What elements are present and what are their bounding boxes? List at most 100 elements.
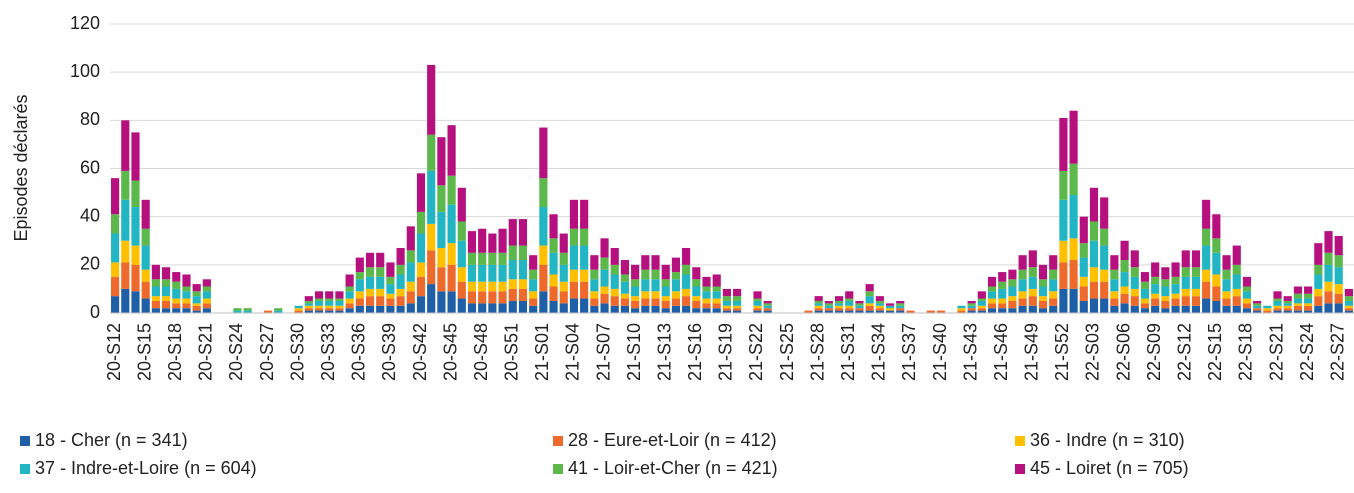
bar-segment (569, 269, 579, 282)
bar-segment (855, 310, 864, 313)
bar-segment (355, 298, 364, 306)
bar-segment (549, 214, 558, 239)
x-tick-label: 20-S33 (318, 323, 338, 381)
bar-segment (865, 305, 874, 311)
legend-swatch (1015, 464, 1025, 474)
bar-segment (1079, 276, 1088, 287)
bar-segment (1018, 269, 1027, 280)
bar-segment (376, 267, 385, 277)
bar-segment (1304, 303, 1313, 306)
x-tick-label: 21-S40 (930, 323, 950, 381)
bar-segment (498, 281, 507, 292)
bar-segment (1120, 272, 1129, 287)
bar-segment (1222, 291, 1231, 299)
bar-segment (824, 303, 833, 306)
bar-segment (406, 250, 415, 263)
bar-segment (172, 298, 181, 304)
bar-segment (814, 300, 823, 304)
bar-segment (987, 291, 997, 299)
bar-segment (977, 308, 986, 311)
bar-segment (457, 221, 466, 241)
bar-segment (722, 296, 731, 301)
bar-segment (355, 279, 364, 292)
bar-segment (702, 303, 711, 309)
bar-segment (396, 247, 405, 265)
bar-segment (518, 279, 528, 289)
bar-segment (467, 291, 477, 304)
bar-segment (1324, 264, 1333, 282)
bar-segment (763, 303, 772, 306)
bar-segment (1079, 300, 1088, 313)
bar-segment (600, 293, 609, 304)
bar-segment (314, 291, 324, 299)
bar-segment (1100, 197, 1109, 229)
bar-segment (834, 300, 844, 304)
bar-segment (539, 127, 548, 179)
bar-segment (569, 199, 579, 229)
bar-segment (1202, 228, 1211, 246)
bar-segment (1324, 231, 1333, 253)
bar-segment (549, 286, 558, 301)
bar-segment (1263, 310, 1272, 313)
bar-segment (1028, 296, 1037, 306)
x-tick-label: 22-S06 (1113, 323, 1133, 381)
bar-segment (1140, 308, 1150, 313)
bar-segment (396, 288, 405, 297)
bar-segment (498, 228, 507, 253)
bar-segment (314, 310, 324, 313)
bar-segment (753, 298, 762, 301)
bar-segment (987, 303, 997, 309)
bar-segment (131, 264, 140, 292)
bar-segment (1293, 298, 1302, 304)
x-tick-label: 21-S13 (654, 323, 674, 381)
bar-segment (529, 279, 538, 292)
bar-segment (376, 296, 385, 306)
bar-segment (325, 305, 334, 309)
bar-segment (1273, 308, 1282, 311)
bar-segment (1232, 274, 1241, 289)
bar-segment (386, 293, 395, 299)
x-tick-label: 20-S12 (104, 323, 124, 381)
bar-segment (376, 288, 385, 297)
bar-segment (559, 291, 568, 304)
bar-segment (1334, 235, 1343, 256)
bar-segment (631, 279, 640, 287)
bar-segment (590, 255, 599, 270)
legend-label: 45 - Loiret (n = 705) (1030, 458, 1189, 478)
bar-segment (1273, 305, 1282, 309)
bar-segment (1140, 272, 1150, 282)
x-tick-label: 20-S51 (502, 323, 522, 381)
bar-segment (202, 308, 211, 313)
bar-segment (600, 269, 609, 287)
bar-segment (1232, 296, 1241, 306)
bar-segment (151, 279, 160, 287)
bar-segment (508, 245, 517, 261)
bar-segment (121, 240, 130, 263)
x-tick-label: 21-S49 (1022, 323, 1042, 381)
bar-segment (1089, 298, 1099, 313)
bar-segment (416, 233, 426, 263)
bar-segment (998, 303, 1007, 309)
bar-segment (274, 310, 283, 313)
bar-segment (1069, 110, 1078, 164)
x-tick-label: 21-S01 (532, 323, 552, 381)
bar-segment (1293, 293, 1302, 299)
bar-segment (1171, 276, 1180, 285)
bar-segment (845, 300, 854, 306)
bar-segment (1038, 279, 1048, 287)
bar-segment (182, 308, 191, 313)
bar-segment (314, 308, 324, 311)
bar-segment (508, 300, 517, 313)
bar-segment (121, 288, 130, 313)
bar-segment (437, 211, 446, 248)
bar-segment (304, 310, 313, 313)
bar-segment (1181, 296, 1190, 306)
bar-segment (733, 305, 742, 309)
bar-segment (865, 284, 874, 292)
bar-segment (1232, 245, 1241, 265)
bar-segment (478, 264, 487, 282)
bar-segment (192, 303, 201, 306)
bar-segment (416, 276, 426, 297)
bar-segment (202, 303, 211, 309)
bar-segment (1253, 300, 1262, 304)
